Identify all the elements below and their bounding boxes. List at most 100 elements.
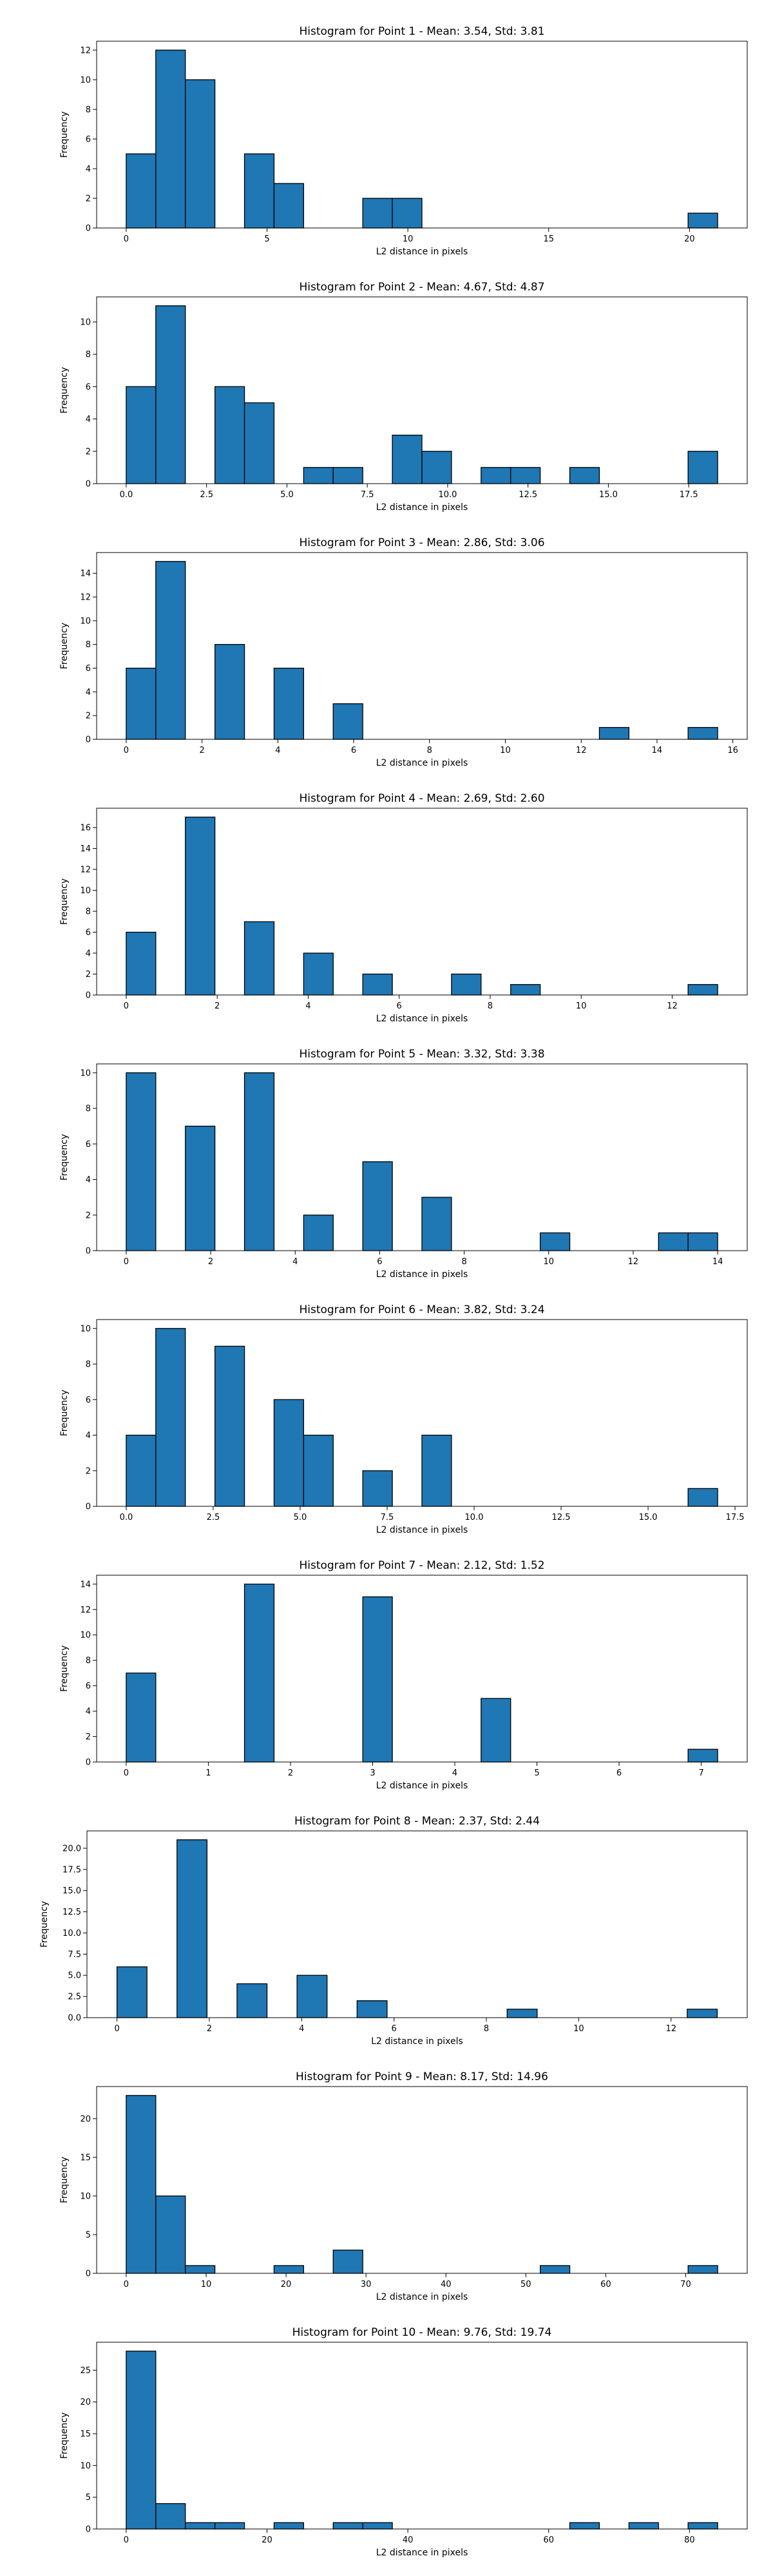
histogram-bar (214, 386, 245, 484)
y-tick-label: 25 (80, 2366, 91, 2376)
y-tick-label: 15 (80, 2430, 91, 2439)
axes-frame (96, 1575, 748, 1763)
y-tick-label: 12 (80, 46, 91, 55)
y-axis-label: Frequency (59, 367, 70, 413)
y-axis-label: Frequency (39, 1901, 50, 1947)
y-tick-label: 0 (86, 1247, 91, 1256)
histogram-bar (362, 1470, 393, 1507)
x-tick-label: 10.0 (465, 1513, 484, 1522)
histogram-bar (362, 1596, 393, 1763)
histogram-bar (687, 1488, 718, 1507)
y-tick-label: 14 (80, 844, 91, 854)
x-tick-label: 10 (500, 746, 511, 755)
histogram-bar (687, 984, 718, 996)
y-tick-label: 15.0 (62, 1886, 81, 1896)
y-tick-label: 20.0 (62, 1844, 81, 1853)
histogram-bar (421, 1197, 452, 1251)
histogram-bar (687, 1748, 718, 1763)
histogram-bar (155, 561, 186, 740)
y-tick-label: 0 (86, 735, 91, 745)
histogram-bar (303, 467, 334, 484)
chart-title: Histogram for Point 3 - Mean: 2.86, Std:… (299, 536, 544, 549)
x-axis-label: L2 distance in pixels (371, 2036, 463, 2047)
histogram-bar (155, 2503, 186, 2530)
x-tick-label: 0 (124, 1257, 129, 1267)
histogram-bar (236, 1983, 268, 2018)
x-tick-label: 50 (520, 2280, 531, 2289)
histogram-bar (273, 2265, 305, 2274)
histogram-bar (185, 79, 216, 229)
y-axis-label: Frequency (59, 878, 70, 925)
y-tick-label: 6 (86, 383, 91, 392)
histogram-bar (214, 644, 245, 740)
y-tick-label: 0 (86, 991, 91, 1001)
chart-title: Histogram for Point 1 - Mean: 3.54, Std:… (299, 25, 544, 38)
x-tick-label: 2 (208, 1257, 213, 1267)
x-tick-label: 12 (628, 1257, 639, 1267)
y-tick-label: 4 (86, 1175, 91, 1185)
x-tick-label: 6 (351, 746, 356, 755)
histogram-bar (687, 726, 718, 740)
y-tick-label: 0.0 (68, 2014, 81, 2023)
y-tick-label: 0 (86, 2525, 91, 2535)
y-tick-label: 2 (86, 194, 91, 204)
histogram-bar (392, 435, 423, 484)
y-axis-label: Frequency (59, 1645, 70, 1692)
y-tick-label: 6 (86, 135, 91, 144)
y-tick-label: 14 (80, 1580, 91, 1589)
chart-panel-1: Histogram for Point 1 - Mean: 3.54, Std:… (59, 25, 748, 257)
histogram-bar (362, 1161, 393, 1251)
y-axis-label: Frequency (59, 2157, 70, 2203)
x-tick-label: 30 (361, 2280, 372, 2289)
histogram-bar (177, 1839, 208, 2018)
x-tick-label: 0.0 (120, 490, 133, 500)
y-tick-label: 6 (86, 664, 91, 674)
x-tick-label: 17.5 (726, 1513, 745, 1522)
histogram-bar (303, 1434, 334, 1507)
x-axis-label: L2 distance in pixels (376, 247, 468, 257)
histogram-bar (332, 2249, 363, 2274)
x-tick-label: 4 (292, 1257, 298, 1267)
histogram-bar (392, 198, 423, 229)
x-tick-label: 7 (698, 1768, 703, 1778)
x-tick-label: 10 (543, 1257, 554, 1267)
chart-title: Histogram for Point 10 - Mean: 9.76, Std… (292, 2326, 552, 2339)
y-tick-label: 20 (80, 2398, 91, 2407)
x-tick-label: 12 (665, 2024, 676, 2034)
y-tick-label: 15 (80, 2153, 91, 2163)
y-tick-label: 10 (80, 2461, 91, 2471)
histogram-bar (126, 667, 157, 740)
x-tick-label: 8 (427, 746, 432, 755)
histogram-bar (185, 817, 216, 996)
chart-panel-5: Histogram for Point 5 - Mean: 3.32, Std:… (59, 1048, 748, 1280)
x-tick-label: 6 (616, 1768, 622, 1778)
y-tick-label: 5 (86, 2230, 91, 2240)
x-tick-label: 16 (727, 746, 738, 755)
histogram-bar (214, 1345, 245, 1507)
y-tick-label: 10 (80, 75, 91, 85)
y-tick-label: 4 (86, 688, 91, 697)
x-axis-label: L2 distance in pixels (376, 2548, 468, 2558)
y-tick-label: 12 (80, 593, 91, 603)
histogram-bar (510, 467, 541, 484)
histogram-bar (126, 2095, 157, 2274)
chart-title: Histogram for Point 4 - Mean: 2.69, Std:… (299, 792, 544, 805)
chart-panel-8: Histogram for Point 8 - Mean: 2.37, Std:… (39, 1815, 748, 2047)
y-tick-label: 4 (86, 949, 91, 959)
chart-title: Histogram for Point 8 - Mean: 2.37, Std:… (294, 1815, 540, 1828)
chart-panel-3: Histogram for Point 3 - Mean: 2.86, Std:… (59, 536, 748, 768)
histogram-bar (126, 1434, 157, 1507)
histogram-bar (126, 386, 157, 484)
x-tick-label: 15.0 (639, 1513, 658, 1522)
y-axis-label: Frequency (59, 111, 70, 158)
y-tick-label: 0 (86, 480, 91, 489)
x-tick-label: 4 (275, 746, 280, 755)
axes-frame (96, 2086, 748, 2274)
y-tick-label: 8 (86, 1104, 91, 1114)
histogram-bar (687, 2265, 718, 2274)
y-tick-label: 6 (86, 1681, 91, 1691)
axes-frame (96, 552, 748, 740)
histogram-bar (658, 1232, 689, 1251)
x-axis-label: L2 distance in pixels (376, 1014, 468, 1024)
x-tick-label: 2.5 (200, 490, 213, 500)
